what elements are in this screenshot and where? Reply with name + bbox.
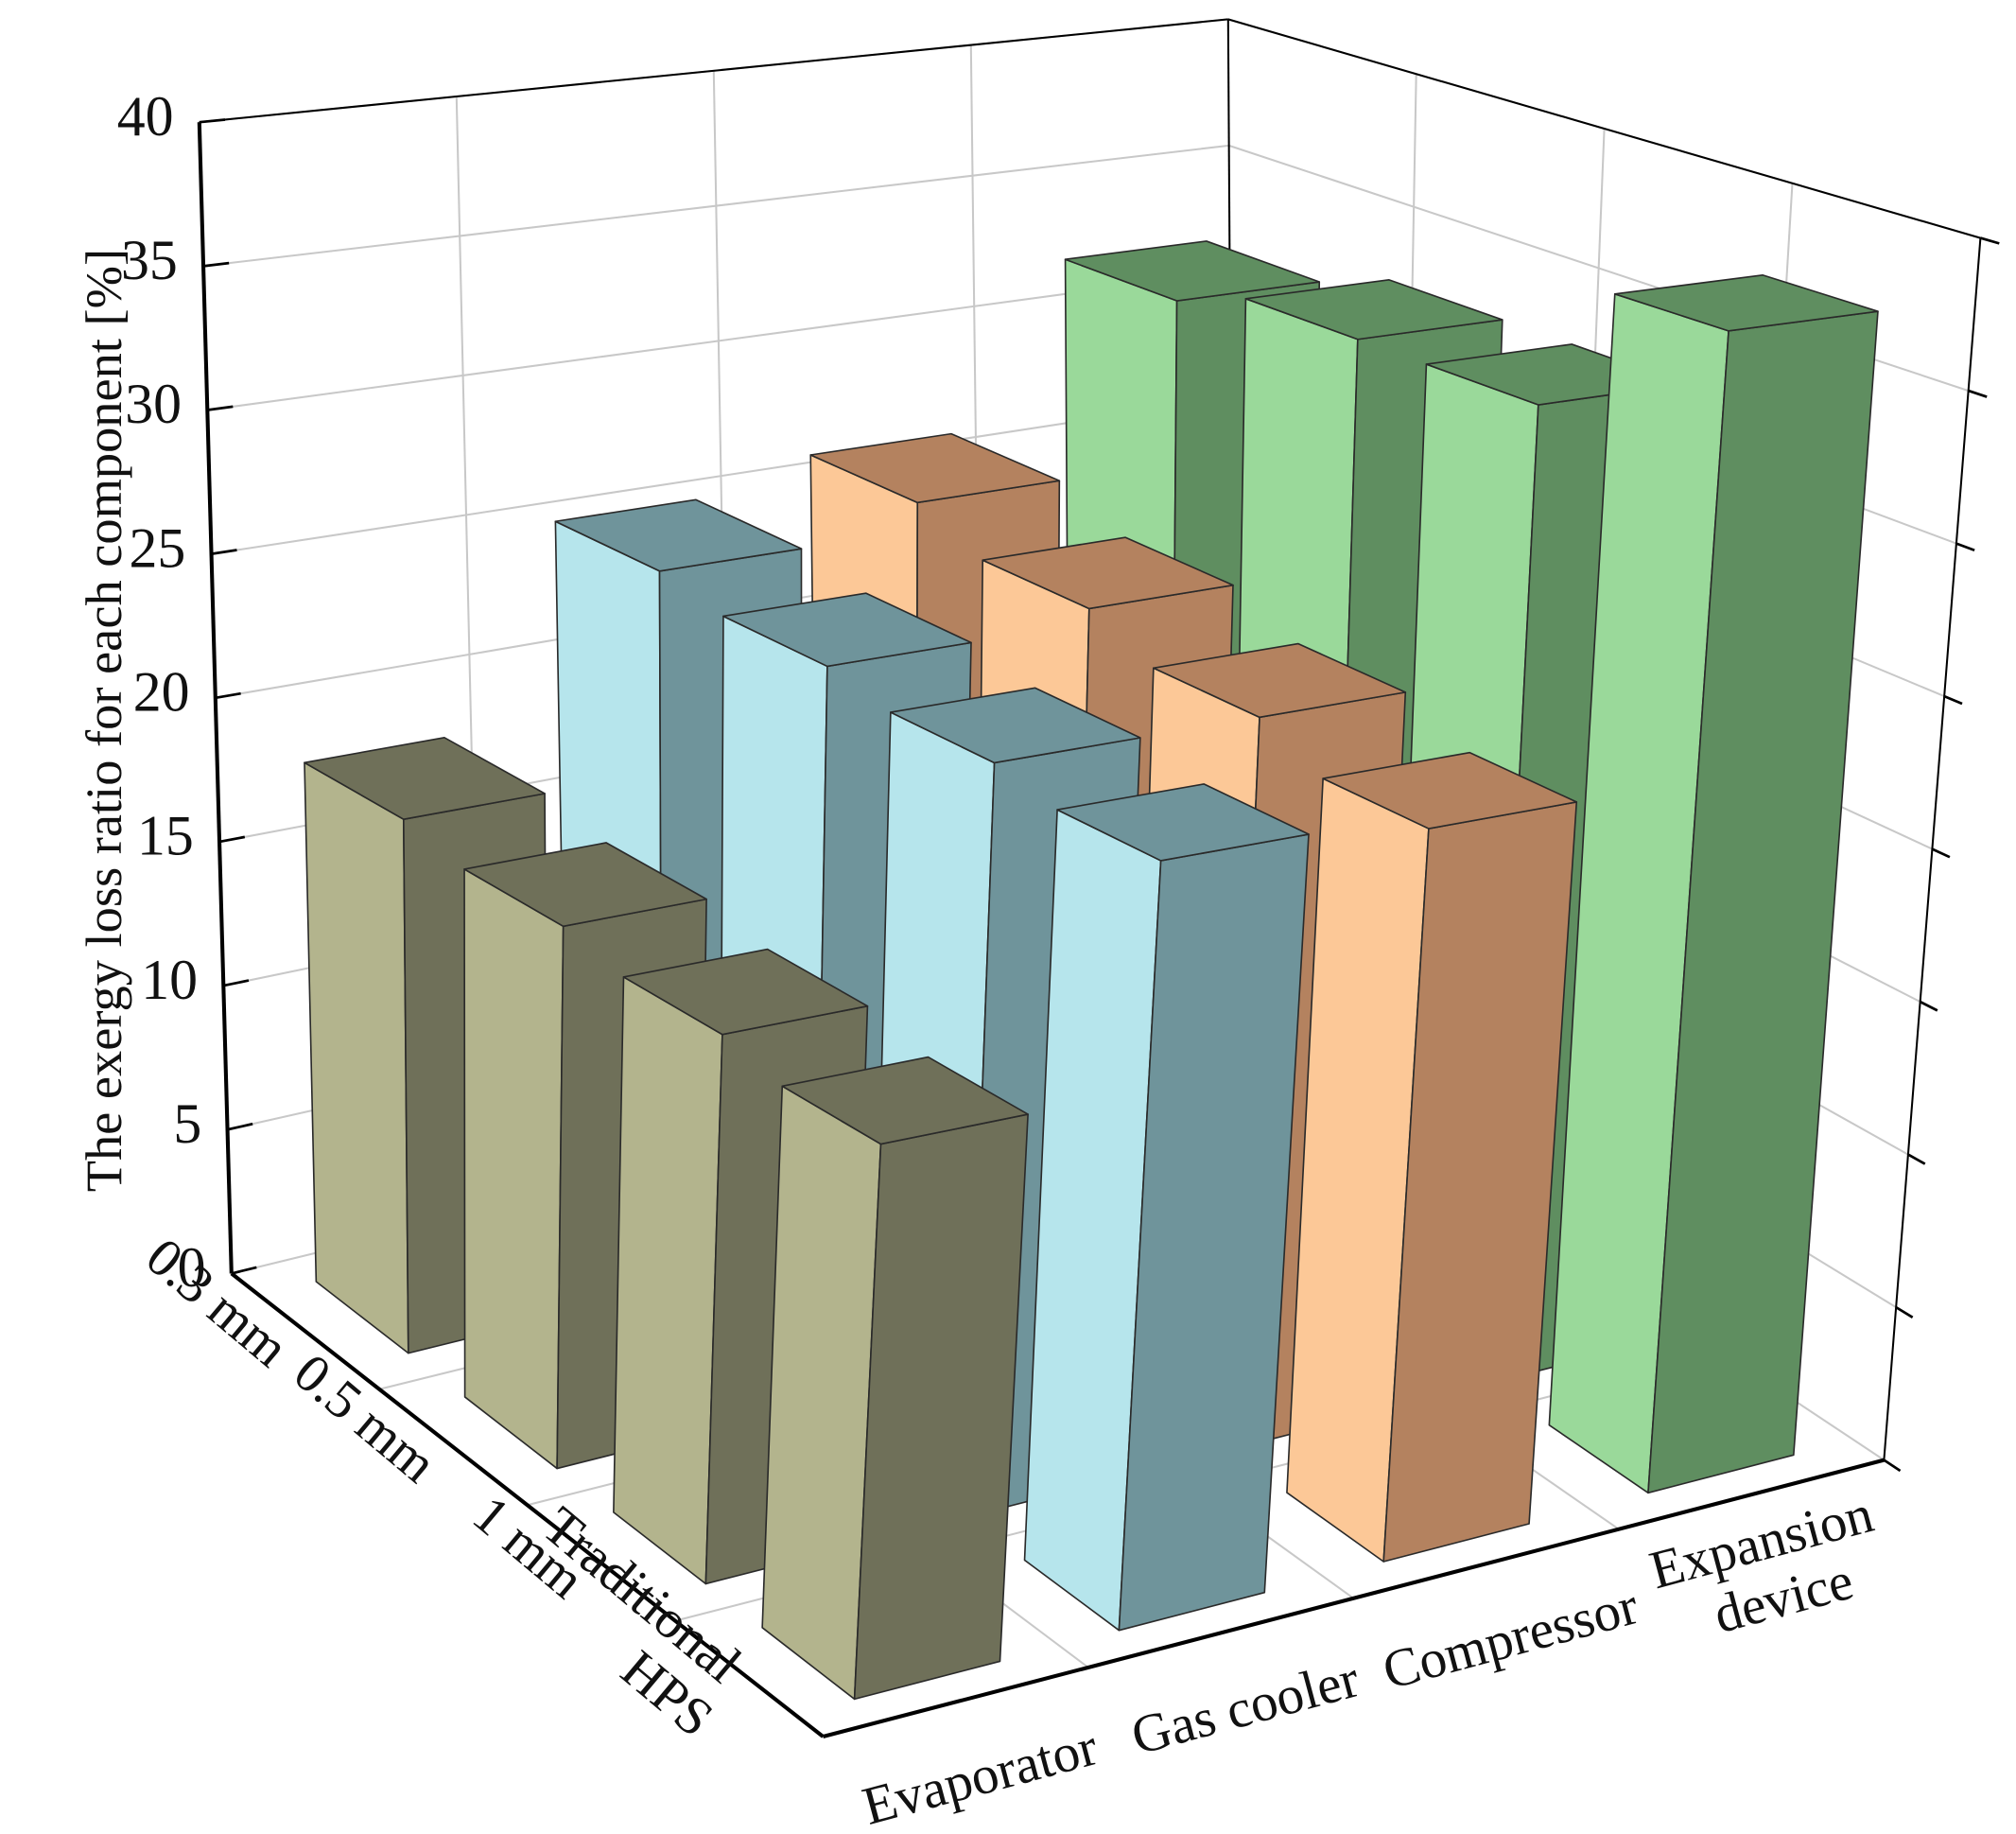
tick-mark <box>1943 694 1963 706</box>
bar-top <box>1064 240 1321 302</box>
frame-line <box>199 18 1228 124</box>
bar-top <box>722 592 972 668</box>
tick-mark <box>1920 1000 1938 1012</box>
grid-line <box>211 396 1231 555</box>
bar-top <box>982 536 1234 610</box>
bar-top <box>622 948 869 1036</box>
axis-line <box>230 1271 825 1738</box>
bar-top <box>809 432 1061 504</box>
grid-line <box>207 271 1230 411</box>
row-label: 0.3 mm <box>135 1227 300 1378</box>
bar-top <box>1322 751 1578 830</box>
y-tick-label: 40 <box>117 85 174 148</box>
bar-top <box>554 498 803 572</box>
bar-top <box>781 1056 1029 1145</box>
tick-mark <box>231 1266 257 1275</box>
column-label: Evaporator <box>857 1717 1104 1834</box>
column-label: Gas cooler <box>1125 1649 1365 1766</box>
row-label: 0.5 mm <box>283 1342 447 1493</box>
tick-mark <box>215 691 241 700</box>
bar-top <box>463 842 707 928</box>
tick-mark <box>227 1122 253 1131</box>
y-tick-label: 30 <box>125 373 182 435</box>
y-tick-label: 15 <box>137 805 194 867</box>
y-axis-label: The exergy loss ratio for each component… <box>76 249 132 1192</box>
frame-line <box>1883 237 1982 1460</box>
tick-mark <box>1980 236 2000 245</box>
tick-mark <box>1955 542 1975 552</box>
y-tick-label: 10 <box>141 949 198 1011</box>
grid-line <box>202 144 1229 268</box>
y-tick-label: 5 <box>173 1092 201 1155</box>
tick-mark <box>1907 1153 1926 1165</box>
bar-side <box>463 868 565 1470</box>
tick-mark <box>211 549 237 555</box>
tick-mark <box>1968 389 1988 398</box>
plot: The exergy loss ratio for each component… <box>76 18 2000 1834</box>
tick-mark <box>218 835 246 844</box>
bar-top <box>890 687 1141 764</box>
bar-top <box>1056 783 1310 862</box>
y-tick-label: 0 <box>178 1236 206 1299</box>
bar-front <box>853 1113 1029 1701</box>
y-tick-label: 20 <box>133 661 190 724</box>
y-tick-label: 35 <box>121 229 178 291</box>
column-label: Expansion device <box>1643 1480 1907 1658</box>
bar-top <box>1244 279 1503 341</box>
tick-mark <box>202 261 230 268</box>
axis-line <box>197 122 234 1274</box>
tick-mark <box>223 979 250 987</box>
tick-mark <box>207 405 234 411</box>
bar-top <box>304 736 546 821</box>
column-label: Compressor <box>1377 1576 1644 1701</box>
axis-line <box>822 1458 1885 1738</box>
frame-line <box>1227 18 1981 239</box>
bar-side <box>613 976 723 1585</box>
tick-mark <box>1931 847 1951 859</box>
bar-top <box>1613 274 1879 332</box>
tick-mark <box>1895 1305 1914 1319</box>
tick-mark <box>1883 1458 1902 1473</box>
bar-top <box>1153 642 1407 719</box>
bar-side <box>304 761 409 1354</box>
y-tick-label: 25 <box>130 516 186 579</box>
